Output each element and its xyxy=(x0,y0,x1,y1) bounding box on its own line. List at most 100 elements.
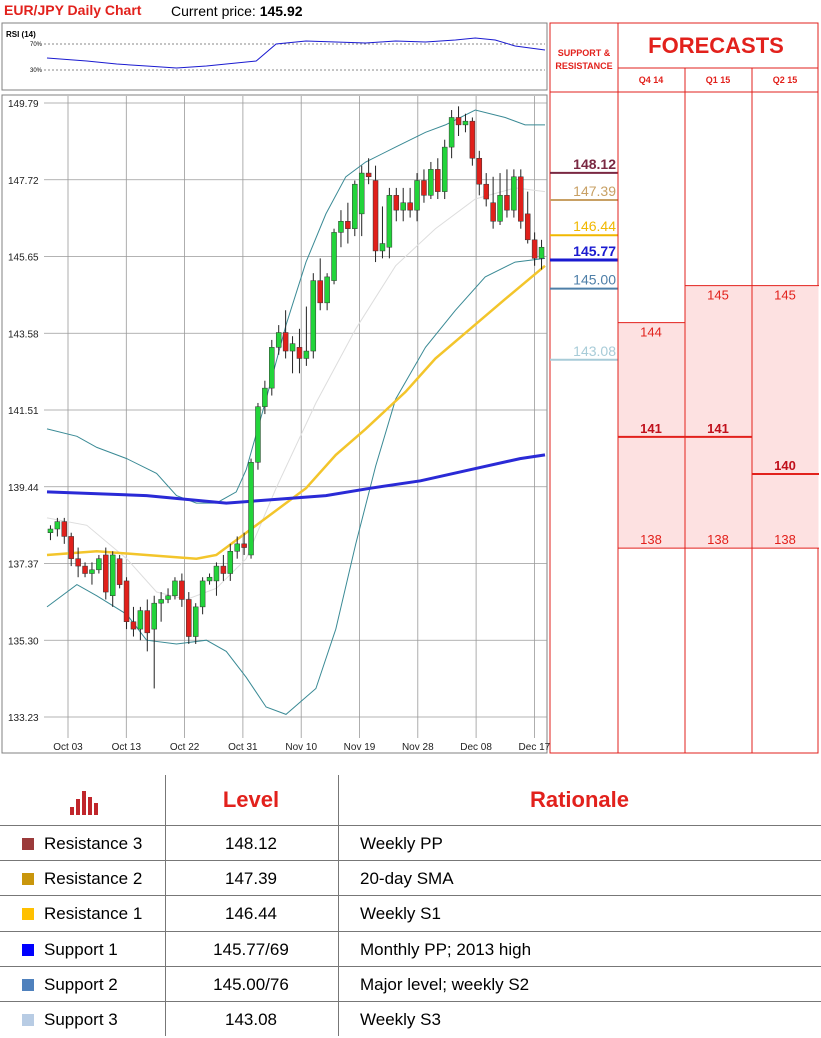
x-tick-label: Oct 03 xyxy=(53,742,83,753)
rationale-column-header: Rationale xyxy=(529,787,630,812)
candle-body-up xyxy=(448,117,455,148)
candle-body-down xyxy=(241,543,247,548)
candle xyxy=(538,239,545,270)
candle-body-up xyxy=(511,176,517,211)
level-value: 147.39 xyxy=(573,183,616,199)
candle xyxy=(165,588,171,604)
x-tick-label: Dec 08 xyxy=(460,742,492,753)
y-tick-label: 137.37 xyxy=(8,560,39,571)
candle-body-down xyxy=(504,195,510,211)
rsi-label: RSI (14) xyxy=(6,30,36,39)
level-marker: 146.44 xyxy=(550,218,618,237)
candle-body-up xyxy=(213,565,220,582)
candle-body-down xyxy=(372,180,379,252)
candle-body-down xyxy=(75,558,81,567)
rsi-panel xyxy=(1,22,548,91)
forecast-columns: Q4 14 144 141 138 Q1 15 145 141 138 Q2 15 145 140 1… xyxy=(618,68,819,753)
candle xyxy=(524,191,531,244)
candle-body-down xyxy=(393,195,400,211)
candle-body-down xyxy=(407,202,413,211)
candle xyxy=(61,517,68,544)
candle xyxy=(483,173,489,207)
candle xyxy=(262,380,268,415)
forecast-quarter-label: Q1 15 xyxy=(706,75,731,85)
sma55-line xyxy=(46,264,546,560)
forecast-mid-value: 140 xyxy=(774,458,796,473)
level-column-header: Level xyxy=(222,787,280,812)
rsi-level-70-label: 70% xyxy=(30,42,43,48)
candle-body-up xyxy=(137,610,144,630)
x-tick-label: Oct 13 xyxy=(112,742,142,753)
candlesticks xyxy=(47,106,545,689)
level-rationale: Weekly S1 xyxy=(360,904,441,924)
candle-body-up xyxy=(47,528,54,533)
candle-body-down xyxy=(483,183,489,200)
candle xyxy=(89,562,95,585)
level-marker: 145.00 xyxy=(550,272,618,290)
candle-body-down xyxy=(296,347,303,359)
candle-body-up xyxy=(400,202,406,211)
candle-body-up xyxy=(441,146,448,192)
level-marker: 143.08 xyxy=(550,343,618,361)
candle xyxy=(192,603,199,644)
candle-body-down xyxy=(455,117,462,126)
candle xyxy=(289,336,296,374)
candle xyxy=(414,173,420,222)
candle xyxy=(386,187,393,259)
y-tick-label: 139.44 xyxy=(8,483,39,494)
candle xyxy=(504,169,510,218)
candle xyxy=(82,562,88,578)
forecast-column: Q2 15 145 140 138 xyxy=(751,68,819,753)
forecast-column: Q1 15 145 141 138 xyxy=(684,68,752,753)
table-row: Support 3 143.08 Weekly S3 xyxy=(0,1001,821,1038)
candle-body-down xyxy=(317,280,323,304)
candle-body-up xyxy=(206,576,213,582)
candle xyxy=(428,161,434,200)
level-name: Resistance 2 xyxy=(44,869,143,889)
candle-body-up xyxy=(289,343,296,352)
level-color-swatch xyxy=(22,873,34,886)
candle xyxy=(220,554,227,581)
candle xyxy=(469,117,476,166)
levels-table: Level Rationale Resistance 3 148.12 Weekly… xyxy=(0,775,821,1036)
candle xyxy=(109,551,116,607)
forecast-range xyxy=(685,285,752,549)
candle xyxy=(531,232,538,266)
candle-body-up xyxy=(331,232,337,281)
candle xyxy=(448,110,455,159)
level-value: 143.08 xyxy=(225,1010,277,1029)
candle-body-down xyxy=(282,332,289,352)
candle xyxy=(241,532,247,555)
candle-body-up xyxy=(54,521,61,530)
y-tick-label: 143.58 xyxy=(8,329,39,340)
x-tick-label: Nov 10 xyxy=(285,742,317,753)
candle xyxy=(317,258,323,311)
level-name: Support 1 xyxy=(44,939,118,959)
candle-body-up xyxy=(192,606,199,637)
candle xyxy=(130,606,137,637)
candle-body-up xyxy=(352,183,358,229)
level-rationale: Weekly S3 xyxy=(360,1010,441,1029)
candle-body-up xyxy=(324,276,330,304)
candle-body-up xyxy=(428,169,434,196)
bar-chart-icon xyxy=(70,791,98,815)
levels-title-line1: SUPPORT & xyxy=(558,48,611,58)
candle-body-up xyxy=(234,543,240,552)
candle-body-down xyxy=(61,521,68,537)
candle xyxy=(365,158,372,185)
candle xyxy=(462,113,469,133)
candle-body-down xyxy=(130,621,137,630)
candle xyxy=(103,547,109,600)
candle xyxy=(435,158,441,200)
candle xyxy=(497,173,503,225)
candle-body-up xyxy=(96,558,102,571)
candle xyxy=(75,547,81,578)
forecast-low-value: 138 xyxy=(774,532,796,547)
candle xyxy=(96,554,102,574)
candle xyxy=(269,339,275,396)
candle-body-down xyxy=(518,176,524,222)
x-axis: Oct 03 Oct 13 Oct 22 Oct 31 Nov 10 Nov 19 Nov … xyxy=(53,742,550,753)
candle xyxy=(137,606,144,641)
x-tick-label: Nov 19 xyxy=(344,742,376,753)
candle xyxy=(158,592,164,622)
